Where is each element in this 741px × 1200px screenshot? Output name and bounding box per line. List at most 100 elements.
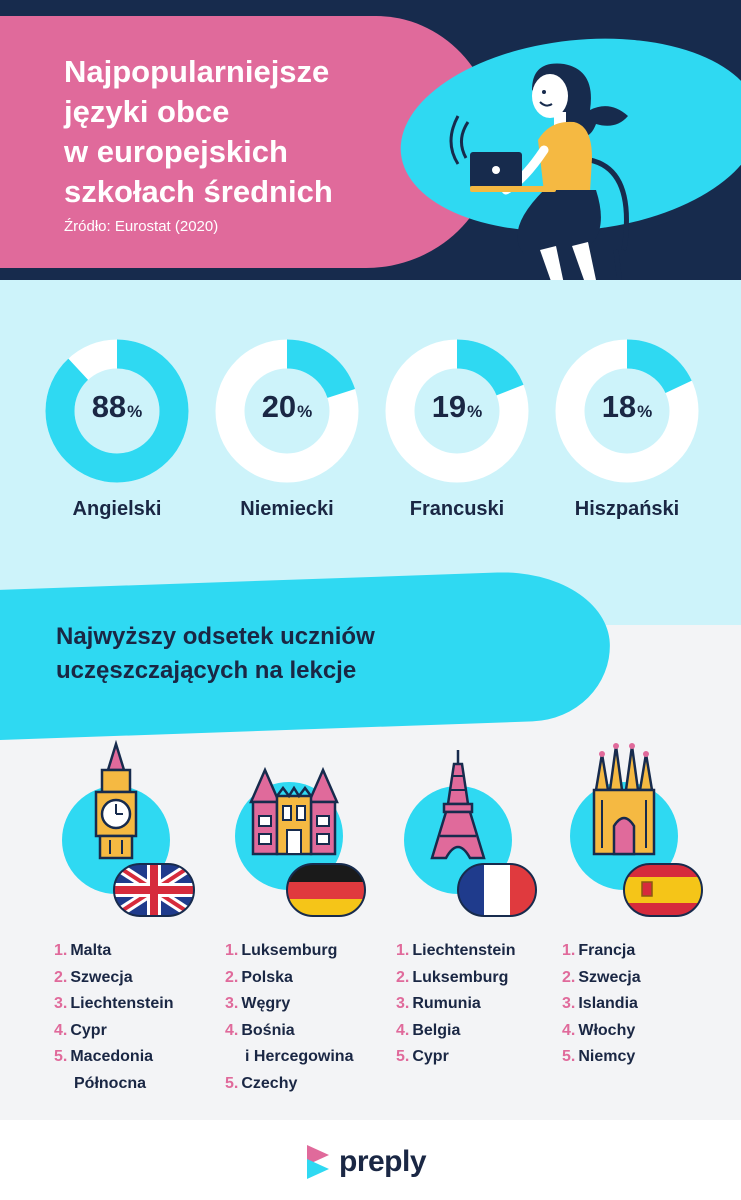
- country-name: Macedonia: [70, 1048, 154, 1065]
- donut-value-unit: %: [467, 402, 483, 421]
- subtitle-line: uczęszczających na lekcje: [56, 657, 357, 684]
- country-name: Luksemburg: [241, 942, 338, 959]
- list-item: 4. Belgia: [396, 1018, 586, 1045]
- woman-laptop-illustration: [449, 63, 629, 303]
- donut-value-unit: %: [297, 402, 313, 421]
- subtitle-line: Najwyższy odsetek uczniów: [56, 623, 375, 650]
- page-title: Najpopularniejsze języki obce w europejs…: [64, 52, 424, 212]
- country-name: Cypr: [412, 1048, 449, 1065]
- language-stats-section: [0, 280, 741, 625]
- country-name: Szwecja: [578, 968, 641, 986]
- country-name: Malta: [70, 942, 112, 959]
- list-item: 3. Rumunia: [396, 991, 586, 1018]
- france-flag-icon: [457, 863, 537, 917]
- section-subtitle: Najwyższy odsetek uczniów uczęszczającyc…: [56, 620, 576, 688]
- footer: preply: [0, 1120, 741, 1200]
- header-banner: Najpopularniejsze języki obce w europejs…: [0, 0, 741, 280]
- donut-chart-francuski: [385, 339, 529, 483]
- list-item: 3. Islandia: [562, 991, 741, 1018]
- country-name: Belgia: [412, 1021, 461, 1039]
- list-item: 3. Liechtenstein: [54, 991, 244, 1018]
- rank-number: 3.: [54, 995, 68, 1012]
- rank-number: 5.: [562, 1048, 576, 1065]
- donut-value: 18%: [552, 389, 702, 425]
- country-name: Luksemburg: [412, 968, 509, 986]
- rank-number: 5.: [54, 1048, 68, 1065]
- list-item: 1. Liechtenstein: [396, 938, 586, 965]
- country-name-continued: i Hercegowina: [245, 1048, 354, 1065]
- donut-label: Niemiecki: [240, 498, 334, 520]
- donut-value-unit: %: [637, 402, 653, 421]
- brand-logo: preply: [305, 1140, 427, 1184]
- country-name: Liechtenstein: [412, 942, 516, 959]
- list-item: 5. Macedonia Północna: [54, 1044, 244, 1097]
- donut-chart-angielski: [45, 339, 189, 483]
- list-item: 5. Niemcy: [562, 1044, 741, 1071]
- title-line: szkołach średnich: [64, 174, 333, 209]
- donut-value-number: 19: [431, 389, 467, 424]
- donut-arc-francuski: [385, 339, 529, 483]
- country-name: Islandia: [578, 995, 638, 1012]
- source-note: Źródło: Eurostat (2020): [64, 218, 219, 235]
- country-rank-list: 1. Liechtenstein 2. Luksemburg 3. Rumunia 4…: [396, 938, 586, 1071]
- list-item: 1. Luksemburg: [225, 938, 415, 965]
- donut-value: 19%: [382, 389, 532, 425]
- donut-value: 88%: [42, 389, 192, 425]
- country-rank-list: 1. Francja 2. Szwecja 3. Islandia 4. Włochy …: [562, 938, 741, 1071]
- list-item: 4. Włochy: [562, 1018, 741, 1045]
- donut-value-unit: %: [127, 402, 143, 421]
- list-item: 5. Cypr: [396, 1044, 586, 1071]
- country-name: Polska: [241, 968, 293, 986]
- rank-number: 5.: [225, 1074, 239, 1092]
- donut-arc-niemiecki: [215, 339, 359, 483]
- country-name: Czechy: [241, 1074, 298, 1092]
- donut-label: Angielski: [72, 498, 162, 520]
- donut-value: 20%: [212, 389, 362, 425]
- rank-number: 3.: [225, 995, 239, 1012]
- title-line: języki obce: [64, 94, 230, 129]
- country-name-continued: Północna: [74, 1074, 147, 1092]
- country-name: Włochy: [578, 1021, 636, 1039]
- country-name: Francja: [578, 942, 636, 959]
- rank-number: 3.: [396, 995, 410, 1012]
- list-item: 5. Czechy: [225, 1071, 415, 1098]
- rank-number: 2.: [396, 968, 410, 986]
- country-name: Węgry: [241, 995, 291, 1012]
- rank-number: 2.: [54, 968, 68, 986]
- sagrada-familia-icon: [570, 743, 703, 917]
- donut-value-number: 18: [601, 389, 637, 424]
- country-name: Szwecja: [70, 968, 133, 986]
- list-item: 1. Francja: [562, 938, 741, 965]
- donut-value-number: 20: [261, 389, 297, 424]
- rank-number: 4.: [225, 1021, 239, 1039]
- rank-number: 4.: [54, 1021, 68, 1039]
- donut-chart-hiszpanski: [555, 339, 699, 483]
- preply-logo-icon: [307, 1145, 329, 1179]
- rank-number: 3.: [562, 995, 576, 1012]
- donut-value-number: 88: [91, 389, 127, 424]
- country-name: Niemcy: [578, 1048, 636, 1065]
- donut-chart-niemiecki: [215, 339, 359, 483]
- uk-flag-icon: [113, 863, 195, 917]
- rank-number: 4.: [562, 1021, 576, 1039]
- list-item: 4. Cypr: [54, 1018, 244, 1045]
- country-rank-list: 1. Malta 2. Szwecja 3. Liechtenstein 4. Cypr…: [54, 938, 244, 1097]
- brand-name: preply: [339, 1145, 427, 1178]
- list-item: 1. Malta: [54, 938, 244, 965]
- donut-arc-angielski: [45, 339, 189, 483]
- country-name: Rumunia: [412, 995, 481, 1012]
- rank-number: 1.: [396, 942, 410, 959]
- germany-flag-icon: [286, 863, 366, 917]
- rank-number: 1.: [562, 942, 576, 959]
- donut-label: Francuski: [409, 498, 505, 520]
- list-item: 4. Bośnia i Hercegowina: [225, 1018, 415, 1071]
- rank-number: 2.: [562, 968, 576, 986]
- spain-flag-icon: [623, 863, 703, 917]
- donut-label: Hiszpański: [574, 498, 680, 520]
- list-item: 2. Szwecja: [54, 965, 244, 992]
- list-item: 2. Luksemburg: [396, 965, 586, 992]
- eiffel-tower-icon: [404, 750, 537, 917]
- country-name: Bośnia: [241, 1021, 295, 1039]
- rank-number: 4.: [396, 1021, 410, 1039]
- big-ben-icon: [62, 740, 195, 917]
